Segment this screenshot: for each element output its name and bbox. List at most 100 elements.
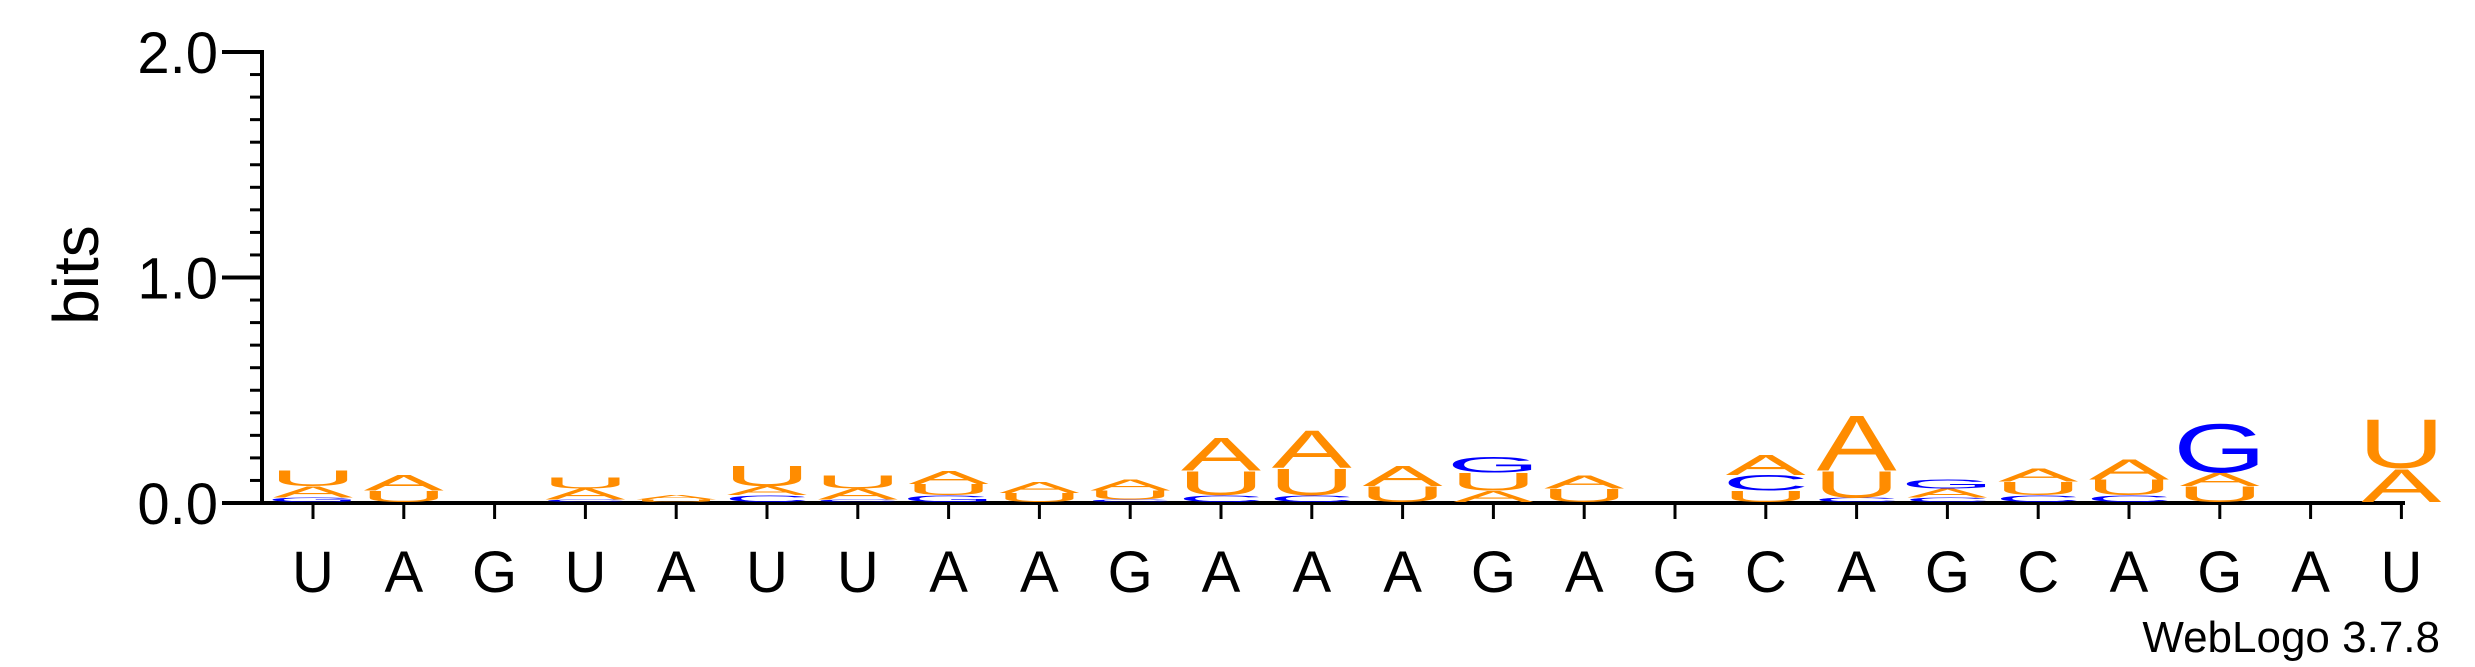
logo-letter-a: A (818, 486, 898, 503)
logo-letter-u: U (905, 481, 992, 498)
logo-letter-g: G (2173, 410, 2266, 488)
logo-stack: UA (360, 471, 447, 505)
logo-letter-c: C (1904, 496, 1991, 503)
x-tick-label: G (1471, 540, 1516, 605)
logo-stack: CUA (1178, 428, 1265, 504)
logo-stack: CUA (1268, 420, 1355, 504)
logo-letter-a: A (1181, 428, 1261, 481)
x-tick-label: A (1565, 540, 1604, 605)
logo-letter-c: C (1178, 494, 1265, 505)
x-tick-label: U (2380, 540, 2422, 605)
logo-stack: CUA (1813, 400, 1900, 506)
logo-letter-a: A (999, 479, 1079, 496)
x-tick-label: G (2197, 540, 2242, 605)
logo-stack: UA (633, 494, 720, 503)
logo-stack: CUA (1995, 465, 2082, 504)
logo-letter-u: U (2176, 482, 2263, 507)
logo-letter-u: U (996, 491, 1083, 505)
logo-letter-u: U (1359, 482, 1446, 507)
x-tick-label: G (1108, 540, 1153, 605)
x-tick-label: G (1925, 540, 1970, 605)
logo-letter-c: C (1813, 496, 1900, 503)
logo-letter-a: A (273, 483, 353, 500)
logo-letter-u: U (633, 499, 720, 503)
logo-letter-a: A (1363, 461, 1443, 493)
logo-letter-a: A (1726, 450, 1806, 482)
logo-letter-u: U (1178, 464, 1265, 503)
logo-stack: UAG (2173, 410, 2266, 507)
logo-letter-a: A (545, 486, 625, 503)
logo-letter-a: A (2180, 469, 2261, 490)
logo-letter-a: A (909, 467, 990, 488)
logo-letter-a: A (1544, 472, 1625, 493)
x-tick-label: A (657, 540, 696, 605)
logo-letter-u: U (1813, 463, 1900, 505)
logo-stack: CAU (814, 472, 901, 504)
logo-letter-a: A (1907, 486, 1987, 500)
y-tick-label: 0.0 (137, 472, 218, 537)
x-tick-label: A (2291, 540, 2330, 605)
logo-letter-g: G (1901, 477, 1994, 491)
x-tick-label: U (564, 540, 606, 605)
y-axis-label: bits (40, 225, 112, 325)
weblogo-credit: WebLogo 3.7.8 (2142, 613, 2440, 662)
y-tick-label: 1.0 (137, 247, 218, 312)
logo-stack: UA (1359, 461, 1446, 507)
logo-letter-a: A (1272, 420, 1352, 480)
x-tick-label: U (746, 540, 788, 605)
y-tick-label: 2.0 (137, 21, 218, 86)
x-tick-label: A (929, 540, 968, 605)
x-tick-label: G (472, 540, 517, 605)
logo-stack: GAU (266, 467, 359, 504)
logo-stack: CAU (724, 461, 811, 504)
logo-letter-c: C (814, 499, 901, 503)
logo-stack: AU (2358, 405, 2445, 512)
logo-letter-u: U (2358, 405, 2445, 483)
logo-letter-u: U (814, 472, 901, 493)
x-tick-label: A (1837, 540, 1876, 605)
logo-letter-c: C (1995, 494, 2082, 505)
logo-letter-c: C (2086, 494, 2173, 505)
logo-letter-a: A (1453, 488, 1533, 505)
x-tick-label: A (1292, 540, 1331, 605)
logo-letter-a: A (727, 484, 807, 498)
logo-letter-c: C (1268, 494, 1355, 505)
logo-letter-u: U (360, 488, 447, 505)
x-tick-label: A (1202, 540, 1241, 605)
logo-letter-g: G (266, 496, 359, 503)
logo-letter-c: C (1087, 499, 1174, 503)
x-tick-label: C (1745, 540, 1787, 605)
logo-stack: CUA (1087, 477, 1174, 503)
logo-stack: GUA (902, 467, 995, 504)
x-tick-label: A (2110, 540, 2149, 605)
x-tick-label: A (384, 540, 423, 605)
logo-letter-c: C (1722, 471, 1809, 496)
logo-stack: CAU (542, 474, 629, 503)
x-tick-label: U (292, 540, 334, 605)
logo-letter-a: A (636, 494, 716, 501)
logo-letter-u: U (1722, 488, 1809, 505)
logo-letter-u: U (1995, 478, 2082, 499)
logo-letter-u: U (270, 467, 357, 492)
logo-letter-c: C (724, 494, 811, 505)
y-axis: 0.0 1.0 2.0 (137, 21, 264, 537)
logo-letter-a: A (1090, 477, 1170, 494)
logo-letter-u: U (1087, 489, 1174, 503)
logo-letter-u: U (1268, 461, 1355, 503)
logo-stack: AUG (1447, 453, 1540, 506)
logo-letter-g: G (902, 494, 995, 505)
x-tick-label: U (837, 540, 879, 605)
logo-letter-a: A (2089, 454, 2169, 486)
logo-stack: UA (1541, 472, 1628, 507)
logo-letter-c: C (542, 499, 629, 503)
logo-letter-g: G (1447, 453, 1540, 478)
x-tick-label: G (1652, 540, 1697, 605)
x-tick-label: A (1020, 540, 1059, 605)
logo-letter-a: A (2361, 460, 2441, 513)
logo-letter-u: U (2086, 476, 2173, 501)
logo-letter-a: A (364, 471, 445, 496)
x-tick-label: C (2017, 540, 2059, 605)
logo-letter-u: U (724, 461, 811, 493)
